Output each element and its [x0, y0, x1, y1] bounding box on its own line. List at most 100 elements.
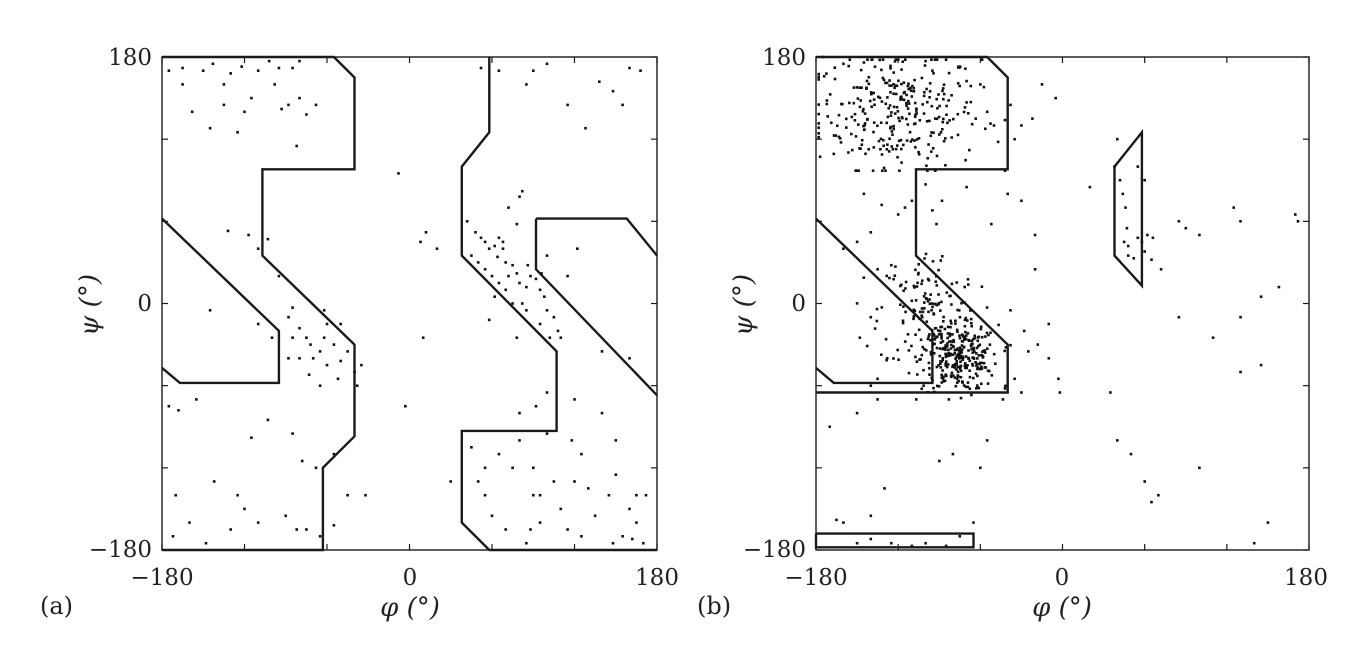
panel-b-point-107: [1047, 357, 1051, 360]
panel-b-point-65: [1121, 192, 1125, 196]
panel-b-point-242: [928, 82, 932, 85]
panel-b-point-190: [892, 124, 895, 128]
panel-b-point-286: [967, 112, 970, 115]
panel-b-point-152: [918, 119, 922, 122]
panel-b-point-439: [947, 340, 951, 343]
panel-b-label: (b): [697, 592, 731, 620]
panel-b-point-260: [886, 143, 889, 146]
panel-b-point-413: [900, 95, 903, 98]
panel-b-point-531: [962, 338, 966, 341]
panel-b-point-662: [946, 354, 950, 358]
panel-a-point-184: [587, 487, 590, 490]
panel-a-point-162: [593, 514, 597, 518]
panel-b-point-55: [972, 521, 975, 524]
panel-b-point-776: [923, 307, 926, 310]
panel-b-point-46: [869, 514, 873, 518]
panel-b-point-245: [913, 139, 916, 142]
panel-b-point-721: [921, 310, 925, 314]
panel-b-point-321: [890, 111, 893, 114]
panel-b-point-548: [948, 334, 952, 338]
panel-b-point-59: [876, 398, 879, 401]
panel-b-point-64: [1118, 178, 1122, 182]
panel-b-point-494: [976, 384, 979, 387]
panel-a-point-172: [525, 541, 528, 545]
panel-b-point-779: [963, 285, 966, 289]
panel-b-point-261: [945, 104, 948, 108]
panel-b-point-179: [907, 102, 911, 105]
panel-b-point-583: [979, 325, 983, 329]
panel-a-point-22: [314, 103, 318, 107]
panel-b-point-740: [902, 305, 905, 308]
panel-b-point-377: [854, 169, 858, 172]
panel-a-x-tick-zero: 0: [403, 565, 418, 591]
panel-a-point-149: [518, 411, 521, 415]
panel-b-point-674: [928, 333, 931, 336]
panel-b-point-827: [980, 285, 984, 288]
panel-b-point-35: [876, 377, 879, 381]
panel-b-point-479: [956, 365, 960, 369]
panel-b-point-201: [936, 107, 939, 110]
panel-a: −180 0 180 180 0 −180 φ (°) ψ (°) (a): [40, 45, 679, 623]
panel-b-point-805: [966, 278, 970, 281]
panel-b-point-45: [883, 487, 886, 490]
panel-b-point-56: [958, 535, 962, 538]
panel-b-point-81: [1159, 268, 1163, 271]
panel-a-point-9: [291, 66, 294, 70]
panel-b-point-824: [934, 336, 937, 339]
panel-a-point-43: [353, 370, 356, 374]
panel-b-point-213: [848, 58, 852, 61]
panel-b-point-12: [1013, 137, 1016, 141]
panel-a-point-40: [336, 377, 340, 381]
panel-a-point-1: [181, 66, 184, 70]
panel-a-point-157: [538, 493, 542, 497]
panel-a-frame: [161, 56, 658, 551]
panel-a-point-165: [628, 507, 631, 511]
panel-a-point-78: [171, 535, 175, 538]
panel-b-point-359: [817, 103, 820, 106]
panel-b-point-328: [895, 84, 899, 88]
panel-b-point-451: [978, 343, 982, 347]
panel-b-point-767: [938, 329, 942, 333]
panel-b-point-70: [1132, 257, 1135, 260]
panel-b-point-723: [926, 299, 930, 303]
panel-b-point-385: [894, 147, 898, 151]
panel-b-point-719: [944, 363, 948, 367]
panel-b-point-417: [927, 361, 931, 365]
panel-b-point-480: [941, 340, 945, 343]
panel-b-point-349: [888, 84, 891, 87]
panel-a-point-4: [229, 72, 232, 75]
panel-b-point-382: [905, 101, 908, 105]
panel-b-point-692: [939, 341, 943, 344]
panel-b-point-394: [825, 72, 828, 75]
panel-b-point-738: [969, 309, 972, 312]
panel-a-point-12: [190, 110, 194, 114]
panel-b-point-88: [1277, 285, 1281, 289]
panel-b-point-795: [957, 309, 961, 312]
panel-b-point-113: [1259, 363, 1263, 367]
panel-b-point-296: [839, 141, 843, 144]
panel-b-point-518: [970, 344, 973, 348]
panel-b-point-676: [970, 393, 973, 397]
panel-a-point-166: [635, 521, 638, 524]
panel-a-point-158: [552, 480, 556, 483]
panel-a-point-82: [174, 493, 177, 497]
panel-a-point-16: [250, 96, 253, 100]
panel-b-point-33: [858, 336, 862, 339]
panel-b-point-17: [903, 206, 907, 209]
panel-b-point-628: [966, 364, 969, 367]
panel-b-point-684: [964, 366, 967, 370]
panel-b-point-10: [996, 140, 1000, 144]
panel-b-point-416: [949, 347, 953, 350]
panel-b-point-246: [941, 128, 944, 131]
panel-b-point-691: [968, 375, 972, 379]
panel-b-point-794: [945, 291, 949, 294]
panel-a-point-159: [559, 507, 563, 511]
panel-a-point-101: [525, 285, 528, 289]
panel-a-point-73: [284, 514, 287, 518]
panel-a-point-72: [236, 493, 239, 497]
panel-b-point-768: [904, 280, 908, 284]
panel-b-point-477: [959, 360, 962, 363]
panel-b-point-342: [890, 84, 893, 87]
panel-b-point-608: [937, 364, 940, 367]
panel-b-point-338: [1003, 118, 1007, 122]
